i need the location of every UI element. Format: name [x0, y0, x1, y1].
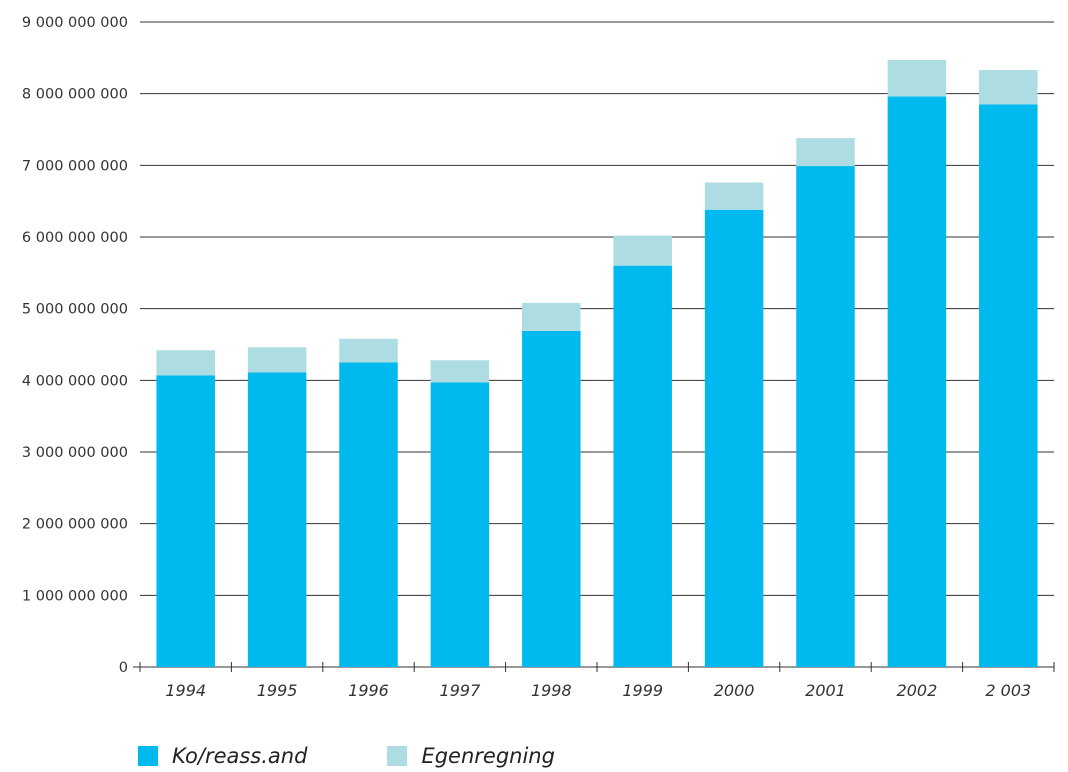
- legend-swatch-egenregning: [387, 746, 408, 766]
- bar-egenregning: [247, 347, 307, 373]
- bar-ko-reass: [979, 104, 1038, 667]
- y-tick-label: 2 000 000 000: [22, 517, 128, 533]
- legend-label-egenregning: Egenregning: [421, 744, 555, 768]
- bar-ko-reass: [704, 209, 764, 667]
- stacked-bar-chart: 0 1 000 000 000 2 000 000 000 3 000 000 000…: [22, 15, 1055, 700]
- bar-egenregning: [796, 138, 855, 167]
- legend-label-ko-reass: Ko/reass.and: [172, 744, 308, 768]
- bar-ko-reass: [887, 96, 947, 668]
- bar-egenregning: [430, 360, 490, 383]
- legend-swatch-ko-reass: [138, 746, 158, 766]
- x-tick-label: 1995: [257, 681, 298, 700]
- y-tick-label: 8 000 000 000: [22, 87, 128, 103]
- bar-egenregning: [704, 182, 764, 210]
- bar-ko-reass: [247, 372, 307, 667]
- bar-egenregning: [613, 235, 672, 266]
- y-tick-label: 5 000 000 000: [22, 302, 128, 318]
- y-tick-label: 1 000 000 000: [22, 588, 128, 604]
- y-tick-label: 7 000 000 000: [22, 158, 128, 174]
- legend-item-egenregning: Egenregning: [387, 744, 555, 768]
- bar-ko-reass: [339, 362, 398, 667]
- bar-ko-reass: [796, 166, 855, 668]
- bar-egenregning: [887, 59, 947, 97]
- x-tick-label: 2001: [805, 681, 846, 700]
- x-tick-label: 1999: [622, 681, 663, 700]
- bar-ko-reass: [613, 265, 672, 667]
- y-tick-label: 9 000 000 000: [22, 15, 128, 31]
- y-tick-label: 6 000 000 000: [22, 230, 128, 246]
- legend: Ko/reass.and Egenregning: [138, 744, 635, 768]
- bar-egenregning: [156, 350, 215, 376]
- y-tick-label: 0: [119, 660, 128, 676]
- y-tick-label: 4 000 000 000: [22, 373, 128, 389]
- x-tick-label: 2 003: [985, 681, 1031, 700]
- x-tick-label: 1998: [531, 681, 572, 700]
- bar-egenregning: [339, 338, 398, 363]
- bar-ko-reass: [522, 330, 581, 667]
- legend-item-ko-reass: Ko/reass.and: [138, 744, 307, 768]
- bar-egenregning: [979, 70, 1038, 105]
- x-tick-label: 1994: [165, 681, 206, 700]
- y-tick-label: 3 000 000 000: [22, 445, 128, 461]
- x-tick-label: 1997: [440, 681, 482, 700]
- x-tick-label: 1996: [348, 681, 389, 700]
- bar-egenregning: [522, 302, 581, 331]
- x-tick-label: 2000: [714, 681, 755, 700]
- bar-ko-reass: [430, 382, 490, 667]
- bar-ko-reass: [156, 375, 215, 667]
- x-tick-label: 2002: [897, 681, 938, 700]
